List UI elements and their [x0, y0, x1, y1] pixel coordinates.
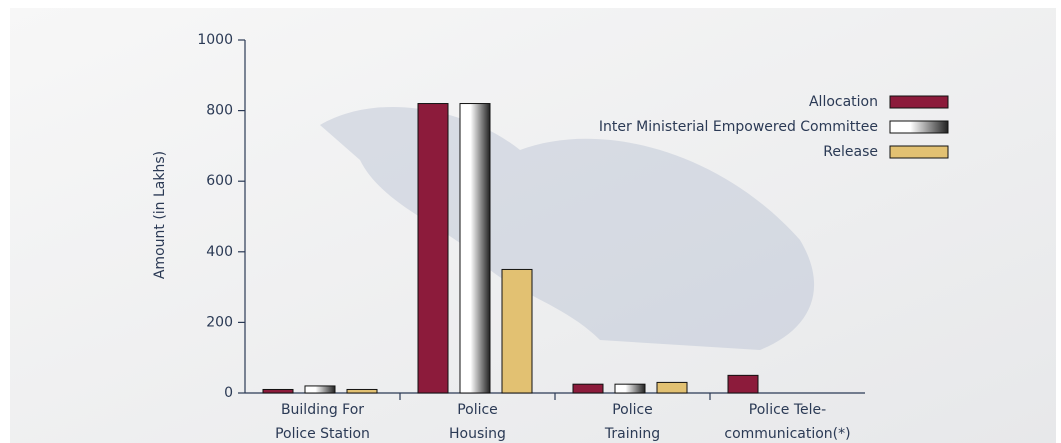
x-tick-label: Police: [612, 402, 653, 418]
legend-label: Release: [823, 144, 878, 160]
legend-swatch: [890, 146, 948, 158]
bar: [460, 104, 490, 393]
legend-swatch: [890, 121, 948, 133]
bar: [728, 375, 758, 393]
x-tick-label: Police: [457, 402, 498, 418]
y-tick-label: 800: [206, 103, 233, 119]
x-tick-label: communication(*): [724, 426, 850, 442]
x-tick-label: Training: [604, 426, 660, 442]
bar: [305, 386, 335, 393]
bar: [657, 382, 687, 393]
legend-label: Inter Ministerial Empowered Committee: [599, 119, 878, 135]
x-tick-label: Police Station: [275, 426, 370, 442]
y-tick-label: 1000: [197, 32, 233, 48]
legend-swatch: [890, 96, 948, 108]
y-tick-label: 400: [206, 244, 233, 260]
bar: [418, 104, 448, 393]
legend-label: Allocation: [809, 94, 878, 110]
chart: Amount (in Lakhs) 0 200 400 600 800 1000 Build…: [0, 0, 1061, 443]
x-tick-label: Police Tele-: [749, 402, 826, 418]
y-tick-label: 0: [224, 385, 233, 401]
bar: [573, 384, 603, 393]
y-axis-title: Amount (in Lakhs): [152, 151, 168, 279]
bar: [347, 389, 377, 393]
x-tick-label: Building For: [281, 402, 364, 418]
bar: [263, 389, 293, 393]
y-tick-label: 200: [206, 314, 233, 330]
y-tick-label: 600: [206, 173, 233, 189]
bar: [615, 384, 645, 393]
x-tick-label: Housing: [449, 426, 506, 442]
bar: [502, 269, 532, 393]
